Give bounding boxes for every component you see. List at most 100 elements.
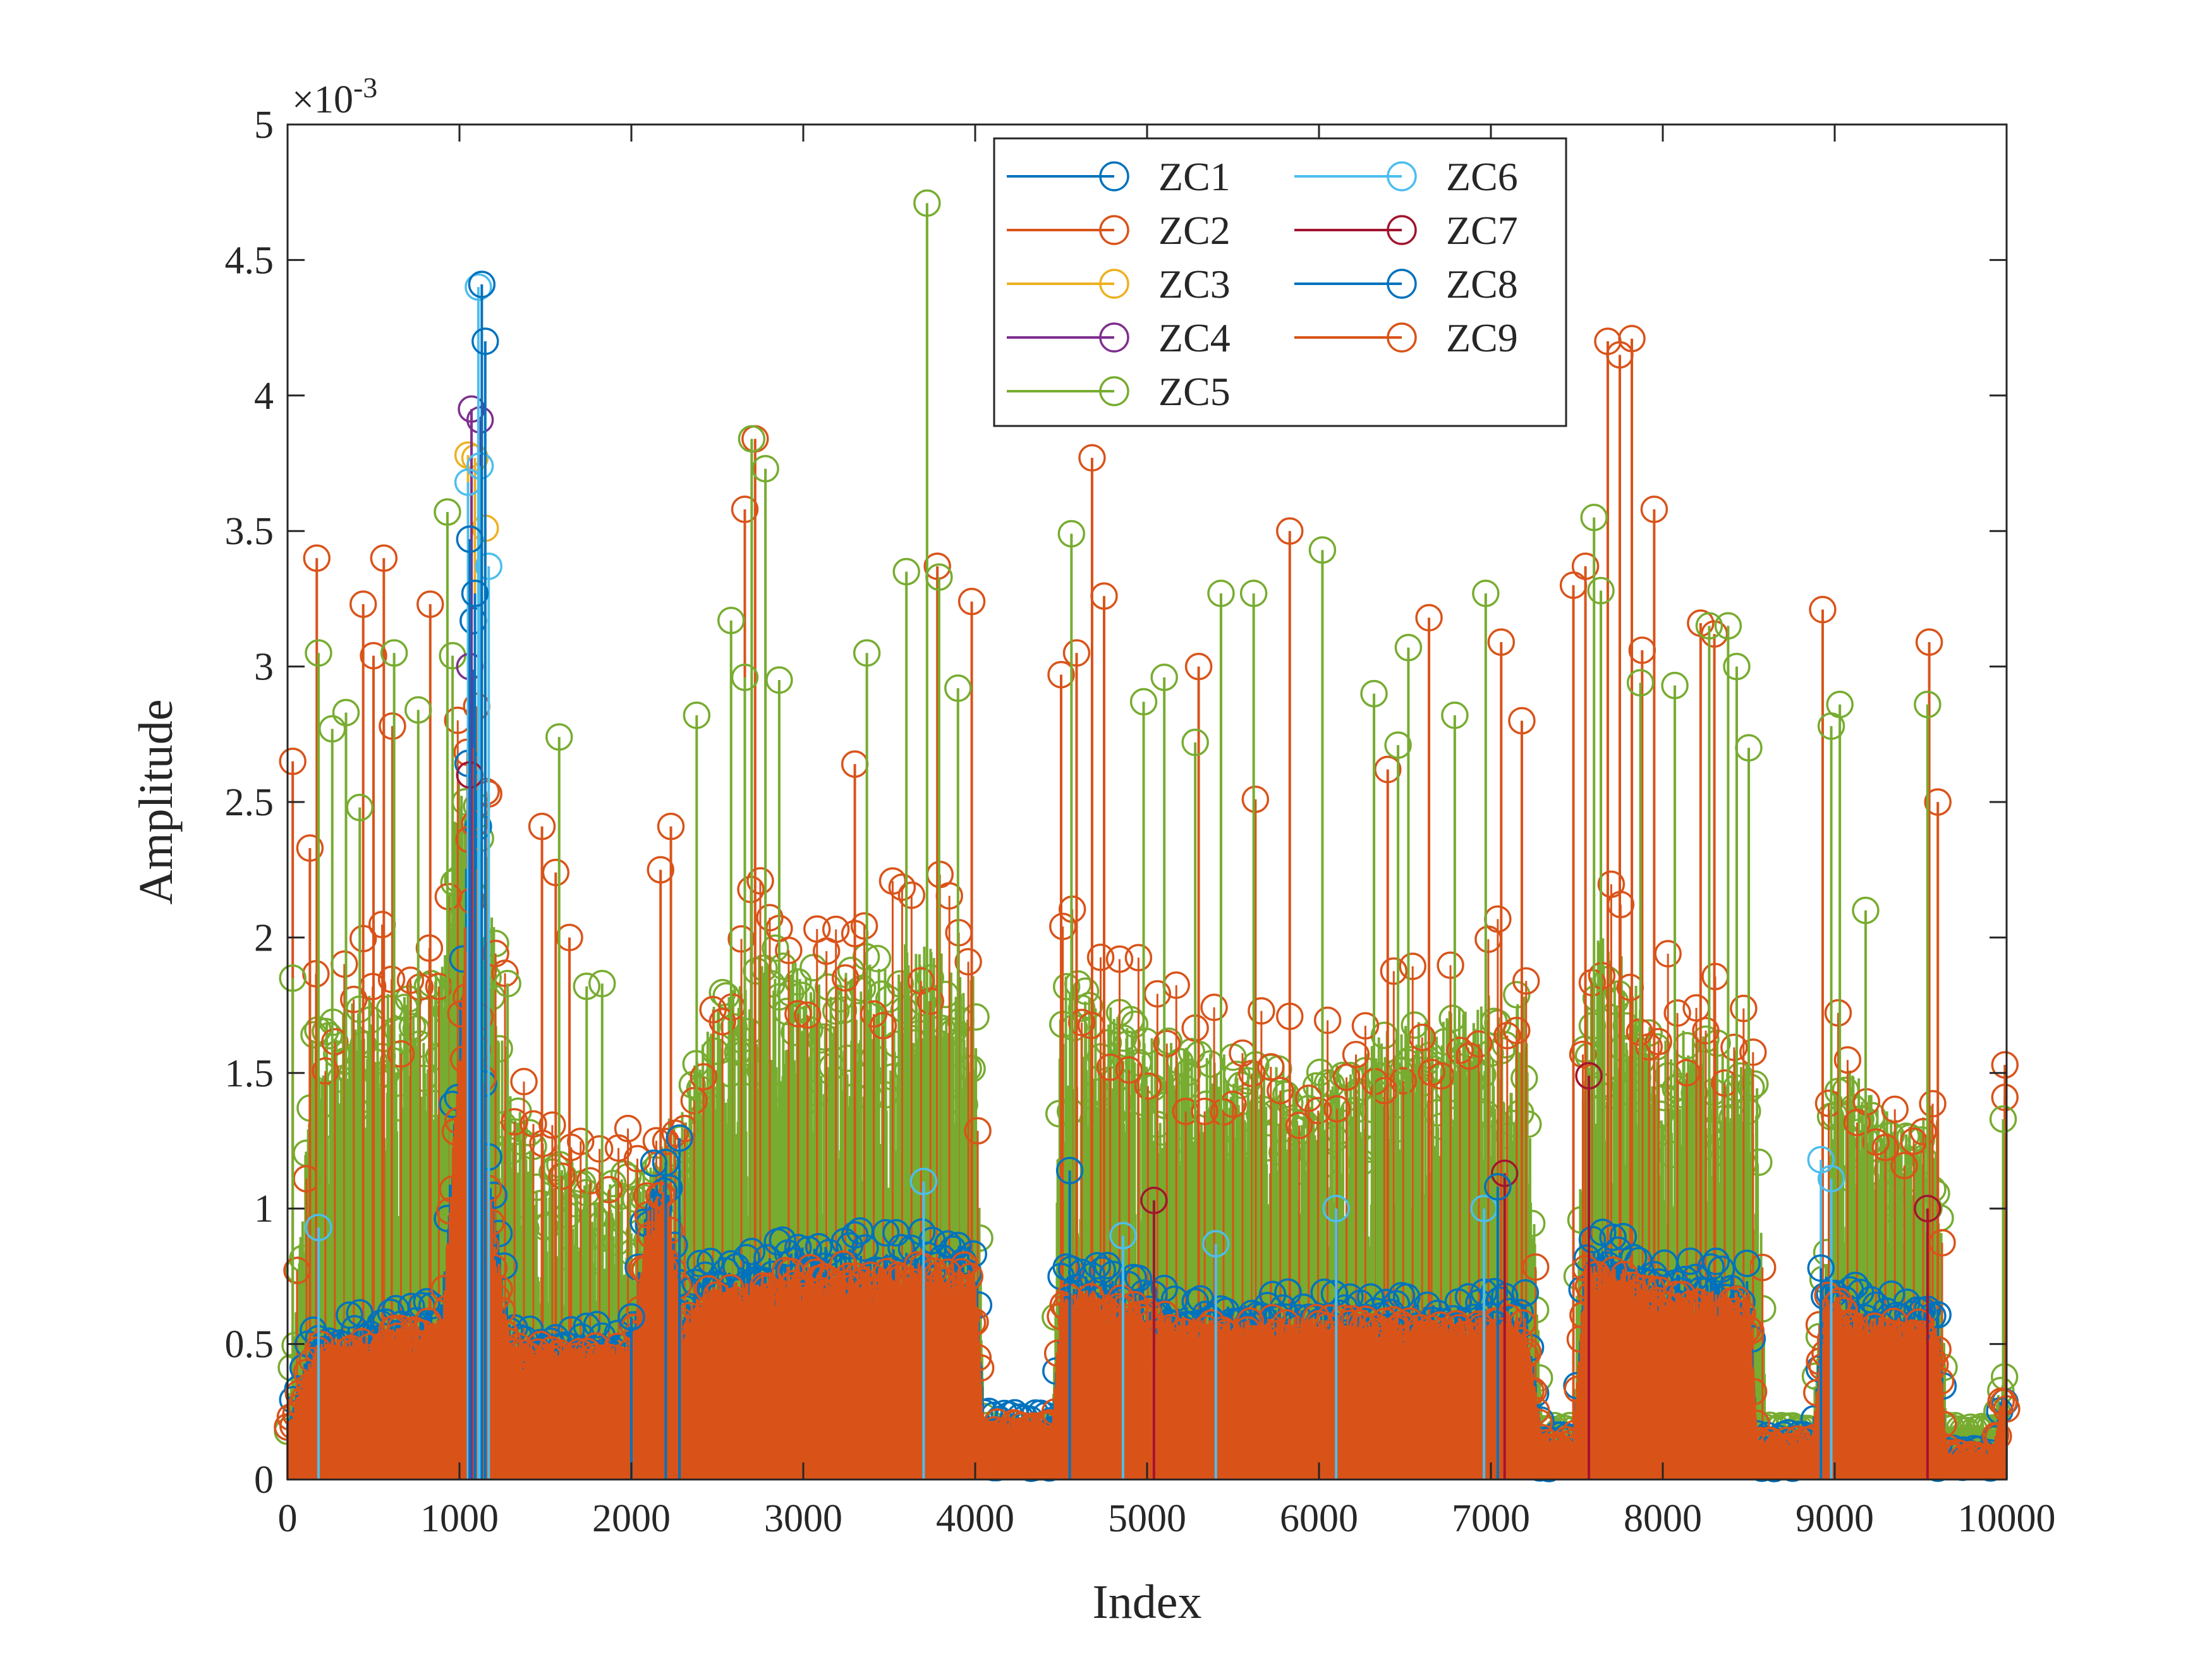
zc9-marker xyxy=(430,1275,458,1303)
zc9-marker xyxy=(439,1175,466,1203)
y-exponent-power: -3 xyxy=(353,71,377,104)
zc5-marker xyxy=(1510,1064,1538,1092)
zc2-scatter-marker xyxy=(1096,1053,1124,1081)
zc9-marker xyxy=(1577,1280,1605,1309)
zc2-marker xyxy=(647,856,674,884)
zc5-marker xyxy=(1745,1148,1773,1176)
zc8-peak-marker xyxy=(1807,1254,1835,1282)
zc9-marker xyxy=(1261,1320,1289,1348)
zc2-scatter-marker xyxy=(1644,1028,1672,1055)
zc6-peak-marker xyxy=(465,273,492,301)
zc2-scatter-marker xyxy=(339,985,368,1014)
zc9-marker xyxy=(1440,1327,1468,1356)
zc2-scatter-marker xyxy=(415,934,444,962)
zc5-marker xyxy=(1384,731,1412,759)
zc5-marker xyxy=(1308,536,1337,564)
zc9-marker xyxy=(873,1258,901,1285)
zc2-scatter-marker xyxy=(1276,1002,1304,1030)
zc1-marker xyxy=(686,1249,714,1278)
zc2-scatter-marker xyxy=(396,966,425,994)
zc2-scatter-marker xyxy=(1267,1076,1294,1105)
legend-marker xyxy=(1099,215,1129,245)
zc2-scatter-marker xyxy=(897,881,926,909)
zc5-marker xyxy=(925,563,953,591)
zc5-marker xyxy=(332,698,360,727)
zc9-marker xyxy=(1737,1317,1765,1345)
zc5-marker xyxy=(947,1007,975,1035)
y-tick-label: 2.5 xyxy=(225,781,274,824)
zc1-marker xyxy=(1841,1272,1869,1299)
zc9-marker xyxy=(540,1368,568,1395)
zc2-scatter-marker xyxy=(690,1063,717,1091)
zc6-peak-marker xyxy=(1322,1194,1350,1222)
zc2-scatter-marker xyxy=(302,960,330,988)
zc9-marker xyxy=(843,1262,871,1291)
zc9-marker xyxy=(1368,1351,1396,1378)
zc9-marker xyxy=(1272,1309,1300,1337)
zc9-marker xyxy=(1016,1414,1044,1442)
zc2-scatter-marker xyxy=(1465,1030,1493,1058)
zc2-scatter-marker xyxy=(1134,1072,1162,1100)
zc5-marker xyxy=(1268,1138,1296,1167)
zc2-scatter-marker xyxy=(1919,1090,1947,1118)
zc4-peak-marker xyxy=(466,406,494,434)
zc9-marker xyxy=(695,1275,722,1303)
zc1-marker xyxy=(887,1234,915,1262)
zc9-marker xyxy=(1291,1347,1319,1375)
zc5-marker xyxy=(1589,1073,1618,1101)
zc9-marker xyxy=(279,1412,307,1440)
zc9-marker xyxy=(722,1286,750,1315)
zc9-marker xyxy=(1495,1303,1523,1332)
zc9-marker xyxy=(1222,1341,1251,1369)
zc2-marker xyxy=(556,923,583,952)
zc2-scatter-marker xyxy=(510,1067,538,1096)
zc2-scatter-marker xyxy=(529,1129,557,1158)
zc2-scatter-marker xyxy=(1124,944,1153,972)
zc9-marker xyxy=(1734,1315,1762,1342)
zc5-marker xyxy=(1826,690,1854,719)
zc2-scatter-marker xyxy=(794,1001,822,1029)
zc5-marker xyxy=(602,1229,631,1256)
zc9-marker xyxy=(727,1324,755,1352)
zc1-marker xyxy=(1893,1288,1921,1316)
zc9-marker xyxy=(427,1322,456,1351)
series-zc9-markers xyxy=(274,810,2021,1474)
zc2-scatter-marker xyxy=(283,1256,311,1284)
legend-marker xyxy=(1387,322,1417,353)
zc9-marker xyxy=(1583,1260,1611,1289)
zc5-marker xyxy=(346,793,374,822)
zc9-marker xyxy=(433,1294,461,1323)
zc2-scatter-marker xyxy=(727,925,755,953)
zc9-marker xyxy=(782,1299,810,1327)
zc2-scatter-marker xyxy=(888,873,916,901)
zc5-marker xyxy=(1363,1134,1391,1162)
zc1-marker xyxy=(738,1237,766,1266)
zc1-marker xyxy=(1274,1278,1302,1306)
zc5-marker xyxy=(913,189,941,217)
zc5-marker xyxy=(588,969,616,998)
zc9-marker xyxy=(1896,1323,1924,1351)
zc2-scatter-marker xyxy=(1578,969,1607,997)
zc2-scatter-marker xyxy=(1739,1038,1767,1066)
zc5-marker xyxy=(398,1012,427,1041)
zc2-marker xyxy=(370,544,398,572)
zc5-marker xyxy=(1517,1210,1546,1237)
zc2-scatter-marker xyxy=(1730,994,1758,1023)
zc5-marker xyxy=(279,964,307,992)
zc2-scatter-marker xyxy=(1814,1089,1843,1117)
zc9-marker xyxy=(1929,1411,1957,1438)
zc2-marker xyxy=(1508,707,1536,735)
zc5-marker xyxy=(494,969,521,998)
zc9-marker xyxy=(659,1256,687,1284)
zc9-marker xyxy=(565,1338,593,1366)
zc5-marker xyxy=(962,1003,990,1031)
zc9-marker xyxy=(966,1354,995,1382)
zc9-marker xyxy=(1079,1327,1107,1355)
zc5-marker xyxy=(1626,669,1655,697)
zc9-marker xyxy=(1847,1330,1875,1358)
zc5-marker xyxy=(337,1060,366,1088)
zc9-marker xyxy=(1316,1304,1344,1332)
zc5-marker xyxy=(848,975,877,1002)
zc5-marker xyxy=(1132,1027,1160,1055)
legend-label: ZC4 xyxy=(1158,315,1231,360)
